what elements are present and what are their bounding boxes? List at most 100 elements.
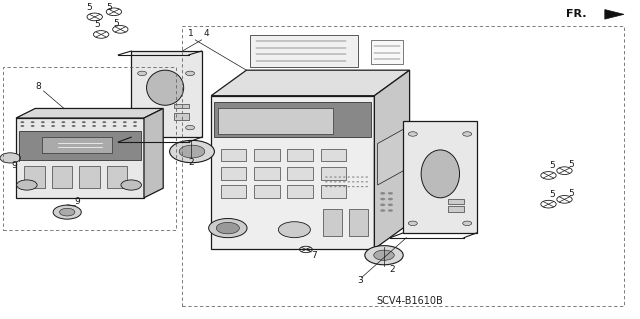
Text: 2: 2 <box>390 265 395 274</box>
Polygon shape <box>221 185 246 198</box>
Circle shape <box>388 209 393 212</box>
Polygon shape <box>448 199 464 204</box>
Text: 5: 5 <box>568 189 573 198</box>
Circle shape <box>361 186 364 187</box>
Polygon shape <box>321 149 346 161</box>
Circle shape <box>325 181 328 182</box>
Circle shape <box>463 132 472 136</box>
Circle shape <box>82 125 86 127</box>
Circle shape <box>41 125 45 127</box>
Circle shape <box>102 125 106 127</box>
Circle shape <box>361 176 364 178</box>
Circle shape <box>343 176 346 178</box>
Polygon shape <box>254 185 280 198</box>
Text: 5: 5 <box>114 19 119 28</box>
Polygon shape <box>254 167 280 180</box>
Circle shape <box>72 125 76 127</box>
Circle shape <box>325 176 328 178</box>
Circle shape <box>138 125 147 130</box>
Text: 5: 5 <box>549 161 554 170</box>
Polygon shape <box>321 167 346 180</box>
Text: 5: 5 <box>549 190 554 199</box>
Circle shape <box>31 125 35 127</box>
Text: 8: 8 <box>36 82 41 91</box>
Circle shape <box>92 125 96 127</box>
Circle shape <box>339 176 341 178</box>
Circle shape <box>102 121 106 123</box>
Circle shape <box>380 204 385 206</box>
Polygon shape <box>221 149 246 161</box>
Polygon shape <box>174 113 189 120</box>
Polygon shape <box>287 149 313 161</box>
Circle shape <box>170 140 214 163</box>
Circle shape <box>380 209 385 212</box>
Polygon shape <box>52 166 72 188</box>
Polygon shape <box>16 118 144 198</box>
Circle shape <box>330 186 332 187</box>
Polygon shape <box>16 108 163 118</box>
Circle shape <box>339 186 341 187</box>
Circle shape <box>408 132 417 136</box>
Text: FR.: FR. <box>566 9 587 19</box>
Circle shape <box>348 181 350 182</box>
Circle shape <box>339 181 341 182</box>
Polygon shape <box>378 128 406 185</box>
Circle shape <box>388 204 393 206</box>
Circle shape <box>343 181 346 182</box>
Circle shape <box>113 125 116 127</box>
Circle shape <box>138 71 147 76</box>
Text: 2: 2 <box>188 158 193 167</box>
Polygon shape <box>221 167 246 180</box>
Circle shape <box>365 186 368 187</box>
Circle shape <box>334 186 337 187</box>
Circle shape <box>186 125 195 130</box>
Circle shape <box>31 121 35 123</box>
Polygon shape <box>250 35 358 67</box>
Text: 3: 3 <box>357 276 362 285</box>
Circle shape <box>92 121 96 123</box>
Circle shape <box>0 153 20 163</box>
Circle shape <box>216 222 239 234</box>
Circle shape <box>388 192 393 195</box>
Polygon shape <box>218 108 333 134</box>
Circle shape <box>356 186 359 187</box>
Polygon shape <box>42 137 112 153</box>
Text: 9: 9 <box>12 161 17 170</box>
Circle shape <box>113 121 116 123</box>
Polygon shape <box>287 185 313 198</box>
Polygon shape <box>287 167 313 180</box>
Circle shape <box>20 125 24 127</box>
Circle shape <box>41 121 45 123</box>
Circle shape <box>82 121 86 123</box>
Circle shape <box>330 181 332 182</box>
Circle shape <box>463 221 472 226</box>
Text: 5: 5 <box>95 20 100 29</box>
Polygon shape <box>448 206 464 212</box>
Circle shape <box>61 125 65 127</box>
Circle shape <box>72 121 76 123</box>
Polygon shape <box>349 209 368 236</box>
Polygon shape <box>214 102 371 137</box>
Text: 5: 5 <box>87 4 92 12</box>
Circle shape <box>209 219 247 238</box>
Text: 5: 5 <box>568 160 573 169</box>
Polygon shape <box>19 131 141 160</box>
Circle shape <box>348 186 350 187</box>
Circle shape <box>330 176 332 178</box>
Circle shape <box>356 176 359 178</box>
Polygon shape <box>323 209 342 236</box>
Circle shape <box>123 125 127 127</box>
Polygon shape <box>107 166 127 188</box>
Polygon shape <box>254 149 280 161</box>
Circle shape <box>20 121 24 123</box>
Circle shape <box>334 181 337 182</box>
Circle shape <box>361 181 364 182</box>
Circle shape <box>53 205 81 219</box>
Circle shape <box>380 192 385 195</box>
Polygon shape <box>144 108 163 198</box>
Text: 9: 9 <box>74 197 79 206</box>
Circle shape <box>60 208 75 216</box>
Circle shape <box>380 198 385 200</box>
Circle shape <box>278 222 310 238</box>
Text: 7: 7 <box>311 251 316 260</box>
